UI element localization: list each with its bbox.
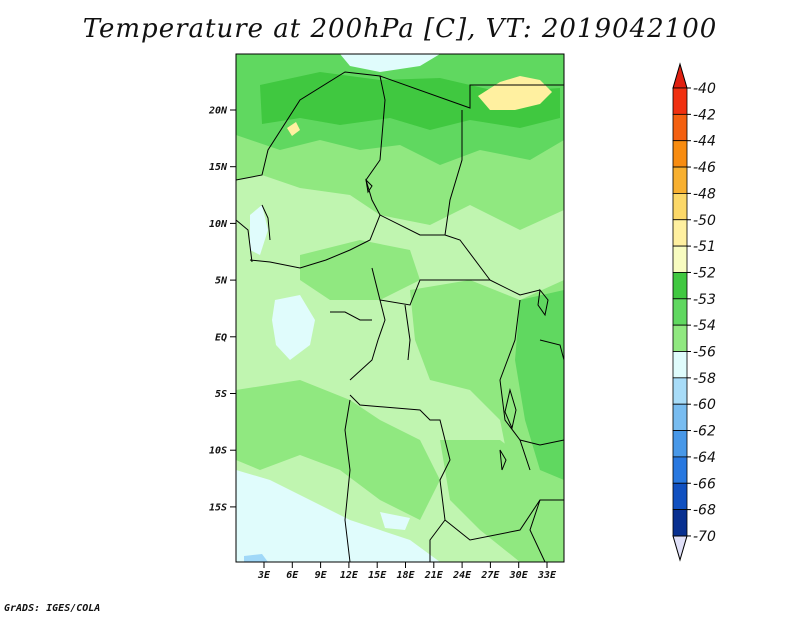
colorbar-swatch (672, 192, 688, 221)
colorbar-swatch (672, 509, 688, 537)
field-east-strong (515, 290, 564, 480)
colorbar-label: -51 (693, 239, 716, 255)
colorbar-swatch (672, 482, 688, 511)
field-yellow-patch-small (287, 122, 300, 136)
colorbar-swatch (672, 324, 688, 352)
field-blue-corner (244, 554, 268, 562)
colorbar-top-arrow (672, 62, 688, 89)
lon-tick-label: 12E (340, 570, 359, 581)
country-borders (235, 71, 565, 563)
colorbar-label: -66 (693, 476, 716, 492)
latitude-ticks: 20N 15N 10N 5N EQ 5S 10S 15S (208, 106, 236, 513)
colorbar-swatch (672, 245, 688, 273)
field-cyan-south-small (380, 512, 410, 530)
lon-tick-label: 30E (509, 570, 529, 581)
colorbar-swatch (672, 298, 688, 326)
colorbar-swatch (672, 456, 688, 484)
lon-tick-label: 21E (424, 570, 444, 581)
colorbar-label: -54 (693, 318, 716, 334)
lon-tick-label: 9E (315, 570, 328, 581)
colorbar-swatch (672, 166, 688, 194)
colorbar-label: -48 (693, 186, 716, 202)
colorbar: -40 -42 -44 -46 -48 -50 -51 -52 -53 -54 -56 -58 -60 -… (672, 62, 716, 562)
lon-tick-label: 27E (480, 570, 500, 581)
longitude-ticks: 3E 6E 9E 12E 15E 18E 21E 24E 27E 30E 33E (257, 562, 557, 581)
colorbar-swatch (672, 430, 688, 458)
lat-tick-label: 10N (209, 219, 228, 230)
colorbar-label: -42 (693, 107, 716, 123)
lat-tick-label: 15S (209, 502, 227, 513)
map-title: Temperature at 200hPa [C], VT: 201904210… (82, 14, 718, 44)
field-cyan-southwest (236, 470, 440, 562)
lon-tick-label: 33E (537, 570, 557, 581)
grads-credit: GrADS: IGES/COLA (4, 603, 101, 614)
colorbar-label: -52 (693, 265, 716, 281)
colorbar-swatch (672, 377, 688, 405)
lat-tick-label: 5N (215, 276, 228, 287)
colorbar-label: -64 (693, 450, 716, 466)
field-cyan-coast (250, 205, 268, 255)
colorbar-label: -44 (693, 134, 716, 150)
colorbar-swatch (672, 113, 688, 142)
colorbar-label: -40 (693, 81, 716, 97)
colorbar-swatch (672, 403, 688, 431)
field-north-darker (260, 72, 560, 130)
colorbar-swatch (672, 272, 688, 300)
lat-tick-label: 15N (209, 162, 228, 173)
colorbar-swatch (672, 140, 688, 168)
colorbar-label: -46 (693, 160, 716, 176)
colorbar-label: -53 (693, 292, 716, 308)
colorbar-label: -60 (693, 397, 716, 413)
colorbar-swatch (672, 351, 688, 379)
lon-tick-label: 24E (452, 570, 472, 581)
lon-tick-label: 6E (286, 570, 299, 581)
map-plot-area: 20N 15N 10N 5N EQ 5S 10S 15S 3E 6E 9E 12E 15E 18E 21E… (208, 53, 565, 581)
field-southeast-band (440, 440, 564, 562)
colorbar-label: -68 (693, 503, 716, 519)
lon-tick-label: 3E (257, 570, 271, 581)
lon-tick-label: 18E (396, 570, 415, 581)
map-frame (235, 53, 565, 563)
colorbar-label: -50 (693, 213, 716, 229)
colorbar-label: -58 (693, 371, 716, 387)
field-cyan-west (272, 295, 315, 360)
colorbar-swatch (672, 219, 688, 247)
colorbar-label: -56 (693, 345, 716, 361)
field-southwest-band (236, 380, 440, 520)
lat-tick-label: 20N (208, 106, 228, 117)
field-cyan-north (340, 54, 440, 72)
lat-tick-label: 10S (209, 446, 227, 457)
field-central-band (300, 240, 420, 300)
colorbar-label: -62 (693, 424, 716, 440)
colorbar-bottom-arrow (672, 535, 688, 562)
lat-tick-label: 5S (215, 389, 227, 400)
colorbar-swatch (672, 87, 688, 115)
lakes (365, 178, 549, 471)
colorbar-label: -70 (693, 529, 716, 545)
lon-tick-label: 15E (368, 570, 387, 581)
lat-tick-label: EQ (215, 332, 227, 343)
